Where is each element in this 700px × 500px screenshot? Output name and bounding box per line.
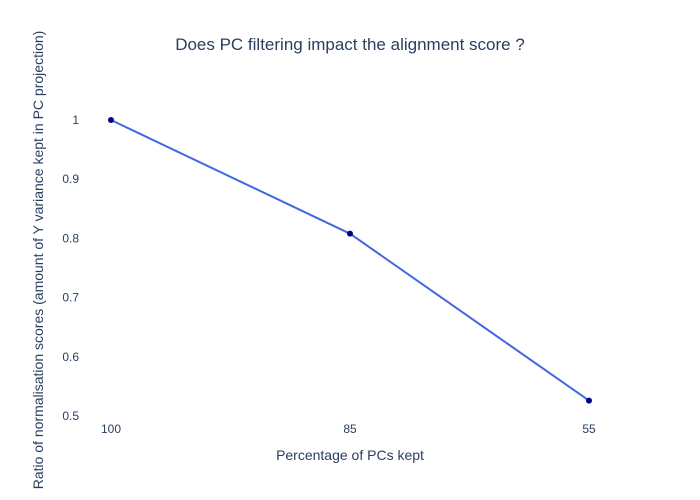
data-point[interactable] <box>586 397 592 404</box>
series-line <box>110 119 590 402</box>
y-tick-label: 0.6 <box>62 350 79 364</box>
data-point[interactable] <box>347 230 353 237</box>
y-axis-ticks: 0.5 0.6 0.7 0.8 0.9 1 <box>62 113 79 423</box>
y-tick-label: 0.8 <box>62 231 79 245</box>
y-tick-label: 0.5 <box>62 409 79 423</box>
data-point[interactable] <box>108 117 114 123</box>
y-tick-label: 0.7 <box>62 291 79 305</box>
chart-title: Does PC filtering impact the alignment s… <box>175 35 525 54</box>
y-tick-label: 0.9 <box>62 172 79 186</box>
x-axis-ticks: 100 85 55 <box>101 422 596 436</box>
x-tick-label: 85 <box>343 422 357 436</box>
y-axis-title: Ratio of normalisation scores (amount of… <box>30 31 46 490</box>
x-tick-label: 100 <box>101 422 121 436</box>
series-points-group <box>108 117 592 404</box>
y-tick-label: 1 <box>72 113 79 127</box>
x-tick-label: 55 <box>582 422 596 436</box>
x-axis-title: Percentage of PCs kept <box>276 447 424 463</box>
series-line-group <box>110 119 590 402</box>
